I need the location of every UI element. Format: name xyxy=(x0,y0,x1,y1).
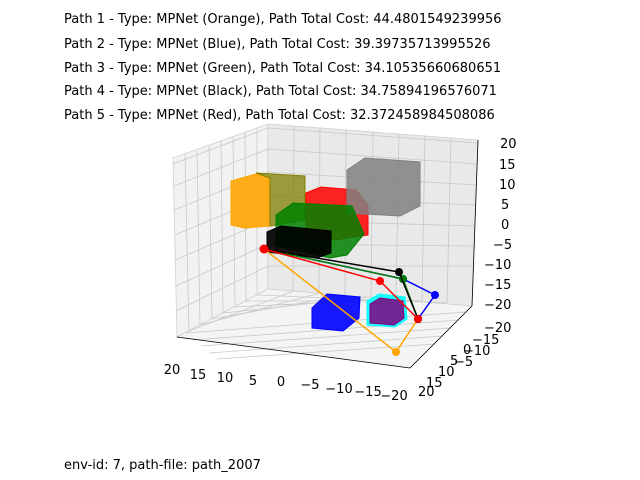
y-tick-label: −15 xyxy=(472,333,499,348)
x-tick-label: 10 xyxy=(217,371,234,386)
y-tick-label: 10 xyxy=(438,365,455,380)
z-tick-label: 0 xyxy=(501,218,509,233)
x-tick-label: 20 xyxy=(164,363,181,378)
x-tick-label: −20 xyxy=(380,389,407,404)
x-tick-label: 5 xyxy=(249,374,257,389)
axes-3d: 20 15 10 5 0 −5 −10 −15 −20 −20 −15 −10 … xyxy=(164,123,517,404)
z-tick-label: 20 xyxy=(500,137,517,152)
path-1-waypoint xyxy=(392,348,400,356)
path-5-waypoint xyxy=(414,315,422,323)
z-tick-label: −5 xyxy=(493,238,512,253)
env-footer: env-id: 7, path-file: path_2007 xyxy=(64,458,261,473)
path-5-summary: Path 5 - Type: MPNet (Red), Path Total C… xyxy=(64,108,495,123)
path-2-waypoint xyxy=(431,291,439,299)
z-tick-label: −15 xyxy=(484,278,511,293)
obstacle-gray-block xyxy=(346,157,421,217)
z-axis-line xyxy=(471,139,479,307)
x-tick-label: 0 xyxy=(277,375,285,390)
y-tick-label: −5 xyxy=(454,355,473,370)
paths xyxy=(259,244,439,356)
y-tick-labels: −20 −15 −10 −5 0 5 10 15 20 xyxy=(418,321,511,400)
y-axis-line xyxy=(409,305,473,369)
y-tick-label: −10 xyxy=(463,344,490,359)
y-tick-label: 0 xyxy=(463,343,471,358)
x-axis-line xyxy=(176,336,411,369)
obstacle-purple-block xyxy=(369,297,405,326)
y-tick-label: 5 xyxy=(450,354,458,369)
x-tick-label: −15 xyxy=(354,385,381,400)
x-tick-label: 15 xyxy=(190,368,207,383)
obstacle-orange-block xyxy=(230,173,271,229)
obstacle-blue-block xyxy=(311,293,361,332)
z-tick-label: −20 xyxy=(484,298,511,313)
path-2-summary: Path 2 - Type: MPNet (Blue), Path Total … xyxy=(64,37,491,52)
path-4-summary: Path 4 - Type: MPNet (Black), Path Total… xyxy=(64,84,497,99)
y-tick-label: 15 xyxy=(426,376,443,391)
y-tick-label: −20 xyxy=(484,321,511,336)
z-tick-labels: 20 15 10 5 0 −5 −10 −15 −20 xyxy=(484,137,517,313)
obstacles xyxy=(230,157,421,332)
z-tick-label: 10 xyxy=(499,178,516,193)
start-point xyxy=(259,244,269,254)
path-1-summary: Path 1 - Type: MPNet (Orange), Path Tota… xyxy=(64,12,502,27)
z-tick-label: 15 xyxy=(499,158,516,173)
x-tick-label: −10 xyxy=(325,382,352,397)
z-tick-label: −10 xyxy=(484,258,511,273)
y-tick-label: 20 xyxy=(418,385,435,400)
x-tick-labels: 20 15 10 5 0 −5 −10 −15 −20 xyxy=(164,363,408,404)
path-4-waypoint xyxy=(395,268,403,276)
z-tick-label: 5 xyxy=(501,198,509,213)
path-5-waypoint xyxy=(376,277,384,285)
path-3-summary: Path 3 - Type: MPNet (Green), Path Total… xyxy=(64,61,502,76)
x-tick-label: −5 xyxy=(300,378,319,393)
